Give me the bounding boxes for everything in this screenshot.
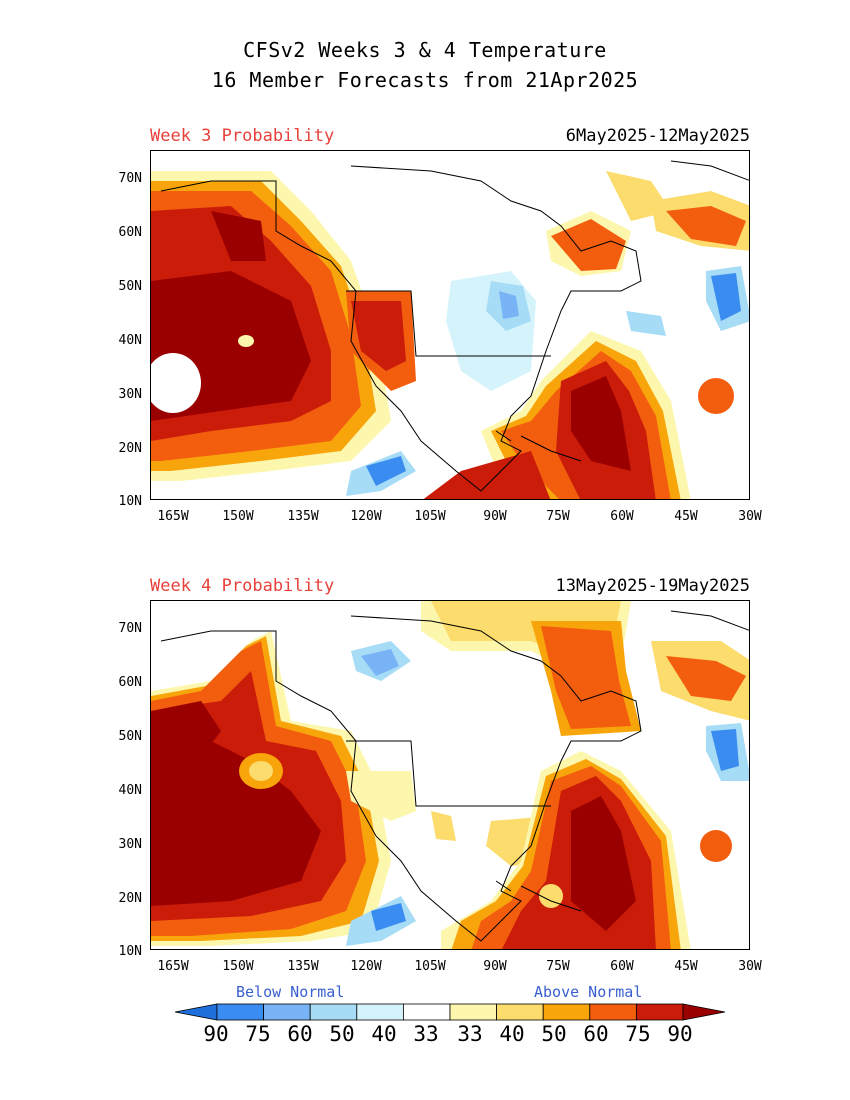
y-tick-70n-w4: 70N [118, 621, 142, 636]
x-tick-105w: 105W [414, 509, 446, 524]
colorbar-swatch [309, 1003, 358, 1021]
cb-label: 60 [583, 1022, 609, 1046]
y-tick-40n-w4: 40N [118, 783, 142, 798]
week3-label: Week 3 Probability [150, 126, 335, 146]
above-normal-label: Above Normal [534, 983, 643, 1001]
chart-subtitle: 16 Member Forecasts from 21Apr2025 [211, 68, 639, 92]
cb-label: 75 [245, 1022, 271, 1046]
y-tick-40n: 40N [118, 333, 142, 348]
y-tick-10n: 10N [118, 494, 142, 509]
week3-coastlines [160, 160, 749, 492]
y-tick-60n: 60N [118, 225, 142, 240]
week4-dates: 13May2025-19May2025 [555, 576, 750, 596]
y-tick-50n-w4: 50N [118, 729, 142, 744]
x-tick-60w: 60W [610, 509, 634, 524]
colorbar-swatch [635, 1003, 684, 1021]
x-tick-150w: 150W [222, 509, 254, 524]
x-tick-105w-w4: 105W [414, 959, 446, 974]
x-tick-165w: 165W [157, 509, 189, 524]
cb-label: 90 [203, 1022, 229, 1046]
x-tick-120w: 120W [350, 509, 382, 524]
y-tick-30n: 30N [118, 387, 142, 402]
cb-label: 50 [329, 1022, 355, 1046]
chart-title: CFSv2 Weeks 3 & 4 Temperature [243, 38, 607, 62]
colorbar-swatch [449, 1003, 497, 1021]
week3-map [150, 150, 750, 500]
below-normal-label: Below Normal [236, 983, 345, 1001]
x-tick-45w: 45W [674, 509, 698, 524]
colorbar-swatch [216, 1003, 264, 1021]
x-tick-30w-w4: 30W [738, 959, 762, 974]
y-tick-10n-w4: 10N [118, 944, 142, 959]
x-tick-135w: 135W [287, 509, 319, 524]
y-tick-50n: 50N [118, 279, 142, 294]
x-tick-150w-w4: 150W [222, 959, 254, 974]
week4-shading [151, 601, 749, 949]
x-tick-75w: 75W [546, 509, 570, 524]
x-tick-90w-w4: 90W [483, 959, 507, 974]
y-tick-20n: 20N [118, 441, 142, 456]
x-tick-120w-w4: 120W [350, 959, 382, 974]
x-tick-75w-w4: 75W [546, 959, 570, 974]
colorbar-swatch [542, 1003, 591, 1021]
cb-label: 75 [625, 1022, 651, 1046]
x-tick-165w-w4: 165W [157, 959, 189, 974]
week4-map-svg [151, 601, 749, 949]
x-tick-45w-w4: 45W [674, 959, 698, 974]
colorbar-swatch [496, 1003, 544, 1021]
cb-label: 40 [499, 1022, 525, 1046]
y-tick-60n-w4: 60N [118, 675, 142, 690]
y-tick-30n-w4: 30N [118, 837, 142, 852]
colorbar-swatch [263, 1003, 311, 1021]
x-tick-30w: 30W [738, 509, 762, 524]
cb-label: 33 [457, 1022, 483, 1046]
week4-map [150, 600, 750, 950]
cb-label: 33 [413, 1022, 439, 1046]
week4-label: Week 4 Probability [150, 576, 335, 596]
week3-map-svg [151, 160, 749, 499]
colorbar-swatch [356, 1003, 404, 1021]
y-tick-20n-w4: 20N [118, 891, 142, 906]
x-tick-90w: 90W [483, 509, 507, 524]
week3-shading [151, 171, 749, 499]
colorbar [175, 1003, 725, 1021]
x-tick-60w-w4: 60W [610, 959, 634, 974]
colorbar-swatch [682, 1003, 725, 1021]
cb-label: 60 [287, 1022, 313, 1046]
colorbar-swatch [402, 1003, 451, 1021]
colorbar-swatch [175, 1003, 218, 1021]
y-tick-70n: 70N [118, 171, 142, 186]
x-tick-135w-w4: 135W [287, 959, 319, 974]
cb-label: 50 [541, 1022, 567, 1046]
cb-label: 90 [667, 1022, 693, 1046]
cb-label: 40 [371, 1022, 397, 1046]
colorbar-swatch [589, 1003, 637, 1021]
week4-coastlines [160, 610, 749, 942]
week3-dates: 6May2025-12May2025 [565, 126, 750, 146]
